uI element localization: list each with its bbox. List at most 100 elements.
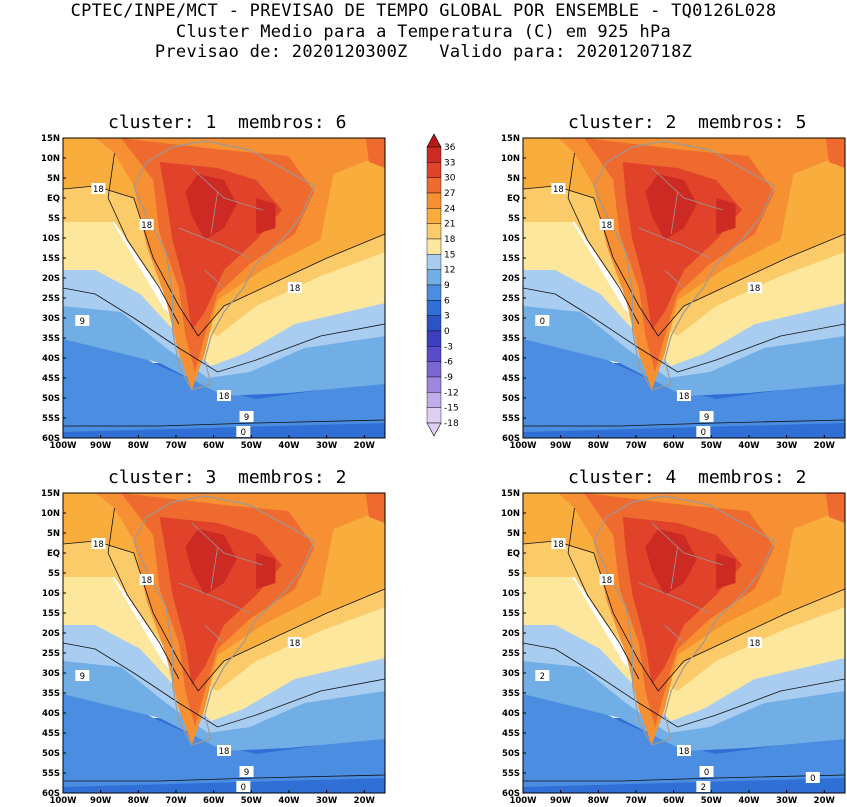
contour-label-bg [599, 574, 614, 585]
contour-label-bg [805, 772, 820, 783]
contour-label-bg [551, 183, 566, 194]
lat-tick-label: 15N [501, 489, 520, 499]
contour-label-bg [747, 637, 762, 648]
lon-tick-label: 20W [814, 441, 836, 451]
lon-tick-label: 60W [203, 441, 225, 451]
lat-tick-label: 5S [48, 569, 60, 579]
contour-label-bg [91, 183, 106, 194]
lat-tick-label: 50S [42, 749, 60, 759]
lat-tick-label: 35S [502, 334, 520, 344]
lon-tick-label: 40W [738, 796, 760, 806]
country-border [638, 582, 710, 614]
colorbar-label: 0 [444, 327, 450, 337]
panel-title: cluster: 4 membros: 2 [568, 467, 807, 488]
lat-tick-label: 15N [501, 134, 520, 144]
band-30-to-33 [716, 198, 736, 234]
lat-tick-label: 5S [508, 569, 520, 579]
map-frame [62, 492, 386, 794]
contour-label-bg [677, 745, 691, 756]
contour-label-bg [236, 781, 251, 792]
band-6-to-9 [63, 288, 385, 396]
contour-label: 18 [601, 576, 612, 586]
colorbar-label: -9 [444, 373, 453, 383]
colorbar-band [426, 177, 442, 194]
lat-tick-label: 15S [502, 254, 520, 264]
country-border [204, 624, 225, 644]
isotherm-18 [523, 185, 845, 337]
lat-tick-label: 5S [48, 214, 60, 224]
lon-tick-label: 90W [550, 796, 572, 806]
lat-tick-label: 55S [502, 769, 520, 779]
contour-label-bg [217, 390, 231, 401]
south-america-coastline [593, 495, 775, 746]
south-america-coastline [133, 495, 315, 746]
contour-label: 0 [241, 428, 246, 438]
country-border [178, 582, 250, 614]
contour-label-bg [699, 766, 714, 777]
colorbar-band [426, 238, 442, 255]
contour-label-bg [599, 219, 614, 230]
temperature-map: 15N 10N 5N EQ 5S 10S 15S 20S 25S 30S 35S 40S 45S 50S 5… [501, 134, 846, 451]
lat-tick-label: 50S [502, 749, 520, 759]
lat-tick-label: 5S [508, 214, 520, 224]
contour-label-bg [139, 574, 154, 585]
lat-tick-label: 10N [501, 154, 520, 164]
colorbar-band [426, 407, 442, 424]
lon-tick-label: 30W [776, 796, 798, 806]
lon-tick-label: 20W [354, 441, 376, 451]
lon-tick-label: 40W [278, 796, 300, 806]
colorbar-band [426, 376, 442, 393]
colorbar-label: 27 [444, 189, 455, 199]
contour-label: 2 [540, 672, 545, 682]
lat-tick-label: 35S [502, 689, 520, 699]
lon-tick-label: 80W [588, 441, 610, 451]
band-6-to-9 [63, 643, 385, 751]
lon-tick-label: 50W [241, 441, 263, 451]
contour-label: 18 [141, 221, 152, 231]
lat-tick-label: 60S [42, 434, 60, 444]
contour-label: 9 [244, 413, 249, 423]
band-24-to-27 [365, 493, 385, 523]
lat-tick-label: 30S [42, 314, 60, 324]
lon-tick-label: 50W [241, 796, 263, 806]
contour-label: 0 [810, 774, 815, 784]
colorbar-label: -12 [444, 388, 459, 398]
colorbar-band [426, 346, 442, 362]
colorbar-label: 6 [444, 296, 450, 306]
lat-tick-label: EQ [507, 549, 520, 559]
band-30-to-33 [256, 198, 276, 234]
contour-label-bg [551, 538, 566, 549]
contour-label-bg [287, 637, 302, 648]
contour-label: 18 [289, 639, 300, 649]
band-3-to-6 [523, 324, 845, 432]
country-border [638, 227, 710, 259]
band-30-to-33 [645, 174, 697, 240]
lon-tick-label: 30W [316, 441, 338, 451]
contour-label: 9 [80, 672, 85, 682]
colorbar-bottom-arrow [426, 422, 442, 437]
country-border [204, 269, 225, 289]
lat-tick-label: 20S [502, 274, 520, 284]
lat-tick-label: EQ [47, 194, 60, 204]
country-border [210, 546, 218, 590]
contour-label-bg [535, 670, 550, 681]
lat-tick-label: 25S [42, 649, 60, 659]
isotherm-18 [523, 540, 845, 692]
lon-tick-label: 30W [776, 441, 798, 451]
lon-tick-label: 80W [128, 441, 150, 451]
lat-tick-label: 20S [502, 629, 520, 639]
panel-title: cluster: 3 membros: 2 [108, 467, 347, 488]
lat-tick-label: 25S [502, 649, 520, 659]
contour-label: 18 [553, 185, 564, 195]
header-line-2: Cluster Medio para a Temperatura (C) em … [175, 22, 672, 42]
contour-label-bg [747, 282, 762, 293]
colorbar-band [426, 330, 442, 347]
lat-tick-label: 40S [502, 354, 520, 364]
isotherm-9 [523, 642, 845, 728]
country-border [210, 191, 218, 235]
country-border [664, 624, 685, 644]
isotherm-18 [63, 540, 385, 692]
lon-tick-label: 30W [316, 796, 338, 806]
lat-tick-label: 60S [502, 434, 520, 444]
